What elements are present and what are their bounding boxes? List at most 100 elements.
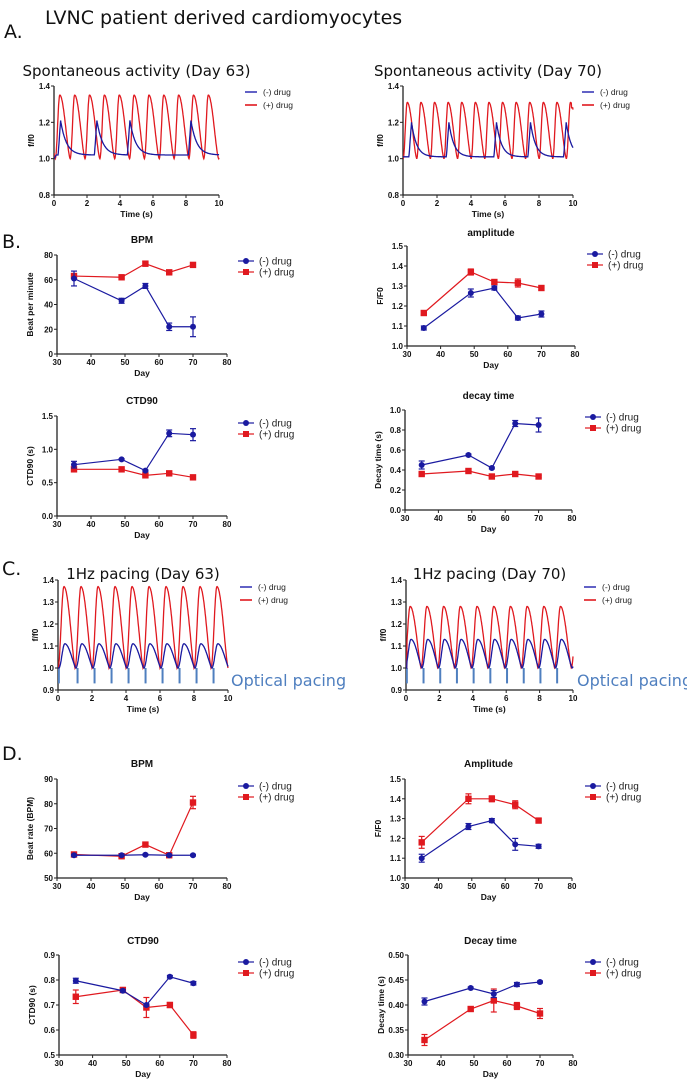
x-tick-label: 80 <box>569 1059 578 1068</box>
data-point-minus-drug <box>142 851 149 858</box>
x-axis-label: Day <box>135 1069 151 1079</box>
x-axis-label: Time (s) <box>127 704 160 714</box>
x-tick-label: 70 <box>536 1059 545 1068</box>
x-tick-label: 50 <box>467 882 476 891</box>
x-tick-label: 8 <box>184 199 189 208</box>
chart-B-ctd90: CTD90 0.0 0.5 1.0 1.5 30 40 50 60 70 80 Day CTD90 (s… <box>25 396 294 540</box>
data-point-minus-drug <box>418 855 425 862</box>
x-axis-label: Day <box>483 1069 499 1079</box>
legend-label: (-) drug <box>259 257 292 268</box>
x-tick-label: 50 <box>467 514 476 523</box>
x-tick-label: 60 <box>503 350 512 359</box>
x-tick-label: 30 <box>403 350 412 359</box>
x-tick-label: 0 <box>404 694 409 703</box>
x-tick-label: 40 <box>87 520 96 529</box>
chart-A-right: Spontaneous activity (Day 70) 0.8 1.0 1.2 1.… <box>374 62 630 219</box>
x-tick-label: 70 <box>189 882 198 891</box>
x-tick-label: 70 <box>534 882 543 891</box>
x-tick-label: 40 <box>88 1059 97 1068</box>
data-point-plus-drug <box>514 279 522 287</box>
legend-marker-square <box>243 431 249 437</box>
trace-group <box>58 585 229 684</box>
x-tick-label: 4 <box>124 694 129 703</box>
y-tick-label: 1.0 <box>391 664 403 673</box>
legend-marker-square <box>590 794 596 800</box>
y-tick-label: 60 <box>44 276 53 285</box>
x-tick-label: 4 <box>118 199 123 208</box>
chart-A-left: Spontaneous activity (Day 63) 0.8 1.0 1.2 1.… <box>22 62 293 219</box>
x-tick-label: 2 <box>437 694 442 703</box>
x-tick-label: 0 <box>52 199 57 208</box>
legend-marker-circle <box>592 251 598 257</box>
trace-group <box>406 605 574 684</box>
x-axis-label: Day <box>481 892 497 902</box>
chart-title: decay time <box>463 391 515 402</box>
x-tick-label: 2 <box>435 199 440 208</box>
y-tick-label: 1.1 <box>43 642 55 651</box>
y-tick-label: 1.4 <box>392 262 404 271</box>
data-point-plus-drug <box>72 993 79 1000</box>
chart-B-amplitude: amplitude 1.0 1.1 1.2 1.3 1.4 1.5 30 40 50 60 70 80 D… <box>375 228 643 370</box>
x-axis-label: Day <box>134 530 150 540</box>
x-axis-label: Day <box>481 524 497 534</box>
x-tick-label: 40 <box>87 882 96 891</box>
optical-pacing-label-left: Optical pacing <box>231 671 346 690</box>
x-tick-label: 80 <box>223 1059 232 1068</box>
data-point-minus-drug <box>535 843 542 850</box>
data-point-minus-drug <box>490 991 497 997</box>
x-tick-label: 50 <box>121 520 130 529</box>
data-point-minus-drug <box>72 977 79 984</box>
data-point-plus-drug <box>142 260 149 267</box>
x-tick-label: 10 <box>569 694 578 703</box>
legend-label: (-) drug <box>259 958 292 969</box>
x-tick-label: 6 <box>503 199 508 208</box>
x-tick-label: 60 <box>501 882 510 891</box>
y-tick-label: 0.2 <box>390 486 402 495</box>
y-axis-label: CTD90 (s) <box>25 446 35 486</box>
y-axis-label: f/f0 <box>378 628 388 641</box>
y-tick-label: 0.6 <box>44 1026 56 1035</box>
legend-label: (+) drug <box>600 100 630 110</box>
panel-label-d: D. <box>2 743 23 765</box>
x-tick-label: 50 <box>121 358 130 367</box>
main-title: LVNC patient derived cardiomyocytes <box>45 7 402 29</box>
legend-label: (+) drug <box>606 424 641 435</box>
data-point-minus-drug <box>535 422 542 428</box>
data-point-plus-drug <box>467 268 475 276</box>
y-tick-label: 1.3 <box>391 598 403 607</box>
y-tick-label: 1.2 <box>39 118 51 127</box>
y-axis-label: f/f0 <box>375 134 385 147</box>
x-tick-label: 40 <box>436 350 445 359</box>
y-tick-label: 1.5 <box>390 775 402 784</box>
series-line-plus-drug <box>423 271 542 314</box>
x-axis-label: Day <box>134 368 150 378</box>
y-tick-label: 70 <box>44 825 53 834</box>
data-point-minus-drug <box>465 452 472 458</box>
series-line-plus-drug <box>424 999 541 1041</box>
data-point-minus-drug <box>118 852 125 859</box>
y-tick-label: 0.8 <box>39 191 51 200</box>
legend-marker-circle <box>243 783 249 789</box>
optical-pacing-label-right: Optical pacing <box>577 671 687 690</box>
x-axis-label: Time (s) <box>120 209 153 219</box>
chart-title: BPM <box>131 235 153 246</box>
data-point-plus-drug <box>465 795 472 802</box>
data-point-plus-drug <box>70 466 78 473</box>
x-tick-label: 80 <box>568 882 577 891</box>
panel-label-c: C. <box>2 558 21 580</box>
data-point-minus-drug <box>512 420 519 427</box>
x-tick-label: 40 <box>87 358 96 367</box>
x-tick-label: 30 <box>404 1059 413 1068</box>
data-point-minus-drug <box>421 998 428 1005</box>
legend-marker-circle <box>590 783 596 789</box>
x-tick-label: 60 <box>503 1059 512 1068</box>
legend-label: (-) drug <box>258 582 286 592</box>
data-point-minus-drug <box>166 852 173 859</box>
data-point-minus-drug <box>143 1002 150 1008</box>
x-tick-label: 30 <box>401 882 410 891</box>
y-tick-label: 1.3 <box>43 598 55 607</box>
y-tick-label: 1.4 <box>388 82 400 91</box>
y-tick-label: 0.9 <box>391 686 403 695</box>
data-point-minus-drug <box>488 817 495 824</box>
